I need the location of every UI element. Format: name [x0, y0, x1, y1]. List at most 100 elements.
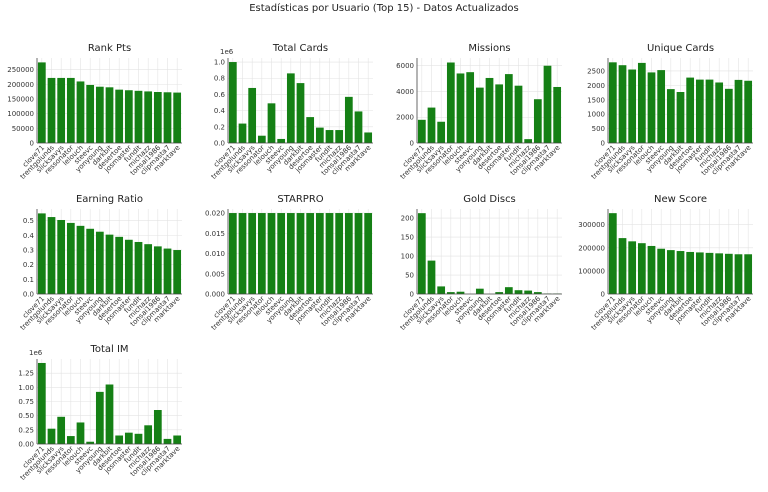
bar-lelouch: [267, 103, 276, 143]
bar-tonsai1986: [533, 292, 542, 294]
bar-michazz: [715, 253, 724, 294]
bar-yonyoung: [286, 73, 295, 143]
y-tick-label: 4000: [396, 88, 414, 96]
bar-michazz: [524, 139, 533, 143]
bar-clove71: [37, 62, 46, 143]
y-tick-label: 0: [601, 291, 605, 299]
y-tick-label: 0.4: [214, 107, 226, 115]
bar-fundit: [134, 433, 143, 444]
bar-slicksavys: [248, 213, 257, 294]
bar-lelouch: [456, 291, 465, 294]
subplot-earning-ratio: Earning Ratio0.00.10.20.30.40.5clove71tr…: [19, 194, 182, 332]
bar-tonsai1986: [724, 88, 733, 143]
subplot-title: Unique Cards: [647, 43, 714, 54]
bar-lelouch: [647, 72, 656, 143]
bar-marktave: [173, 92, 182, 143]
bar-trentgolunds: [47, 428, 56, 444]
bar-yonyoung: [475, 288, 484, 294]
bar-ressonator: [257, 213, 266, 294]
y-tick-label: 0.005: [205, 270, 225, 278]
y-tick-label: 0.1: [23, 276, 34, 284]
y-tick-label: 0.75: [18, 398, 34, 406]
bar-michazz: [144, 244, 153, 294]
bar-ressonator: [66, 77, 75, 143]
bar-desertoe: [115, 236, 124, 294]
y-tick-label: 0.015: [205, 230, 225, 238]
y-tick-label: 1.00: [18, 384, 34, 392]
subplot-gold-discs: Gold Discs050100150200clove71trentgolund…: [399, 194, 562, 332]
bar-josmaster: [124, 90, 133, 143]
bar-fundit: [514, 290, 523, 294]
bar-trentgolunds: [238, 123, 247, 143]
bar-steevc: [277, 213, 286, 294]
bar-yonyoung: [475, 87, 484, 143]
bar-yonyoung: [95, 86, 104, 143]
bar-yonyoung: [666, 250, 675, 294]
bar-clipmasta7: [354, 213, 363, 294]
bar-tonsai1986: [153, 246, 162, 294]
bar-darkbit: [296, 83, 305, 143]
y-tick-label: 200: [401, 215, 414, 223]
subplot-title: Missions: [468, 43, 510, 54]
bar-marktave: [364, 213, 373, 294]
bar-steevc: [86, 441, 95, 444]
bar-slicksavys: [248, 87, 257, 143]
bar-ressonator: [637, 243, 646, 294]
bar-trentgolunds: [427, 260, 436, 294]
bar-fundit: [134, 90, 143, 143]
bar-fundit: [705, 252, 714, 294]
y-tick-label: 150000: [7, 96, 34, 104]
bar-fundit: [325, 213, 334, 294]
bar-josmaster: [124, 432, 133, 444]
bar-tonsai1986: [533, 99, 542, 143]
bar-clove71: [37, 362, 46, 444]
bar-josmaster: [504, 74, 513, 143]
bar-desertoe: [495, 292, 504, 294]
bar-josmaster: [315, 127, 324, 143]
bar-clove71: [417, 213, 426, 294]
bar-josmaster: [695, 79, 704, 143]
bar-slicksavys: [628, 241, 637, 294]
y-tick-label: 50: [405, 272, 414, 280]
bar-ressonator: [637, 62, 646, 144]
y-tick-label: 0.2: [23, 261, 34, 269]
bar-michazz: [144, 425, 153, 444]
bar-desertoe: [686, 77, 695, 143]
bar-marktave: [173, 250, 182, 294]
bar-clove71: [37, 213, 46, 294]
y-offset-label: 1e6: [29, 349, 43, 357]
bar-michazz: [524, 290, 533, 294]
bar-steevc: [277, 138, 286, 143]
bar-marktave: [553, 86, 562, 143]
bar-darkbit: [676, 251, 685, 294]
y-tick-label: 1500: [587, 96, 605, 104]
y-tick-label: 0.50: [18, 412, 34, 420]
subplot-grid: Rank Pts050000100000150000200000250000cl…: [7, 43, 753, 482]
bar-desertoe: [495, 84, 504, 143]
y-tick-label: 0.3: [23, 247, 34, 255]
subplot-new-score: New Score0100000200000300000clove71trent…: [578, 194, 753, 332]
bar-clove71: [228, 62, 237, 143]
subplot-rank-pts: Rank Pts050000100000150000200000250000cl…: [7, 43, 182, 181]
bar-josmaster: [695, 252, 704, 294]
bar-darkbit: [676, 92, 685, 143]
bar-marktave: [744, 80, 753, 143]
subplot-title: Rank Pts: [88, 43, 131, 54]
y-tick-label: 0.010: [205, 250, 225, 258]
bar-slicksavys: [57, 416, 66, 444]
bar-slicksavys: [437, 286, 446, 294]
bar-desertoe: [306, 213, 315, 294]
y-tick-label: 0.8: [214, 75, 225, 83]
y-tick-label: 2500: [587, 67, 605, 75]
subplot-starpro: STARPRO0.0000.0050.0100.0150.020clove71t…: [205, 194, 373, 332]
bar-fundit: [705, 79, 714, 143]
bar-darkbit: [296, 213, 305, 294]
bar-tonsai1986: [724, 253, 733, 294]
bar-clove71: [608, 213, 617, 294]
y-tick-label: 0.6: [214, 91, 226, 99]
y-tick-label: 250000: [7, 66, 34, 74]
bar-fundit: [134, 241, 143, 294]
bar-desertoe: [115, 435, 124, 444]
bar-michazz: [335, 130, 344, 143]
bar-trentgolunds: [618, 238, 627, 294]
